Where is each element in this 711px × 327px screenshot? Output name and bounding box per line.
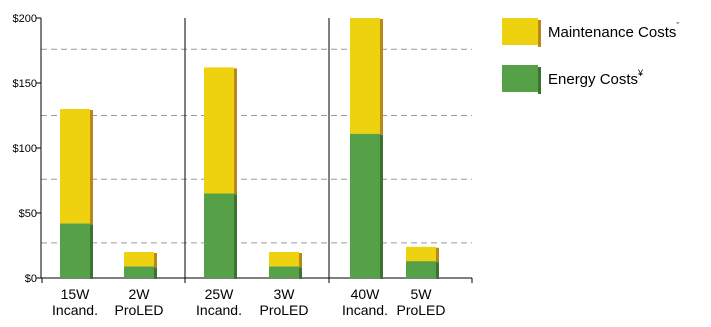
bar-0-5 [406, 261, 436, 278]
bar-1-0 [60, 109, 90, 223]
legend-label-energy: Energy Costs¥ [548, 70, 643, 88]
x-tick-label-0-1: Incand. [52, 302, 98, 318]
bar-shadow-1-2 [234, 68, 237, 194]
x-tick-label-0-0: 15W [61, 286, 91, 302]
bar-1-4 [350, 18, 380, 134]
legend-text-maintenance: Maintenance Costs [548, 24, 676, 41]
y-tick-label-2: $100 [13, 143, 37, 155]
bar-shadow-1-0 [90, 110, 93, 224]
bar-shadow-0-1 [154, 267, 157, 279]
bar-0-3 [269, 266, 299, 278]
bar-shadow-0-4 [380, 135, 383, 279]
bar-shadow-1-4 [380, 19, 383, 135]
y-tick-label-3: $150 [13, 78, 37, 90]
legend-marker-maintenance: ˇ [676, 21, 679, 31]
legend-swatch-energy [502, 65, 538, 92]
x-tick-label-2-0: 25W [205, 286, 235, 302]
x-tick-label-4-1: Incand. [342, 302, 388, 318]
bar-shadow-0-3 [299, 267, 302, 279]
bar-0-4 [350, 134, 380, 278]
bar-1-5 [406, 247, 436, 261]
bar-0-2 [204, 194, 234, 279]
x-tick-label-4-0: 40W [351, 286, 381, 302]
bar-1-1 [124, 252, 154, 266]
x-tick-label-1-1: ProLED [114, 302, 163, 318]
bar-shadow-1-5 [436, 248, 439, 262]
legend-marker-energy: ¥ [638, 68, 643, 78]
x-tick-label-5-0: 5W [411, 286, 433, 302]
x-tick-label-2-1: Incand. [196, 302, 242, 318]
bar-1-2 [204, 67, 234, 193]
bar-shadow-0-2 [234, 195, 237, 280]
bar-shadow-1-1 [154, 253, 157, 267]
legend-label-maintenance: Maintenance Costsˇ [548, 23, 679, 41]
legend-swatch-shadow-maintenance [538, 20, 541, 47]
y-tick-label-4: $200 [13, 13, 37, 25]
x-tick-label-5-1: ProLED [396, 302, 445, 318]
y-tick-label-1: $50 [19, 208, 37, 220]
legend-text-energy: Energy Costs [548, 71, 638, 88]
bar-0-1 [124, 266, 154, 278]
bar-shadow-1-3 [299, 253, 302, 267]
y-tick-label-0: $0 [25, 273, 37, 285]
bar-shadow-0-5 [436, 262, 439, 279]
bar-0-0 [60, 223, 90, 278]
bar-shadow-0-0 [90, 224, 93, 279]
legend-swatch-maintenance [502, 18, 538, 45]
x-tick-label-3-0: 3W [274, 286, 296, 302]
x-tick-label-1-0: 2W [129, 286, 151, 302]
legend-swatch-shadow-energy [538, 67, 541, 94]
x-tick-label-3-1: ProLED [259, 302, 308, 318]
bar-1-3 [269, 252, 299, 266]
